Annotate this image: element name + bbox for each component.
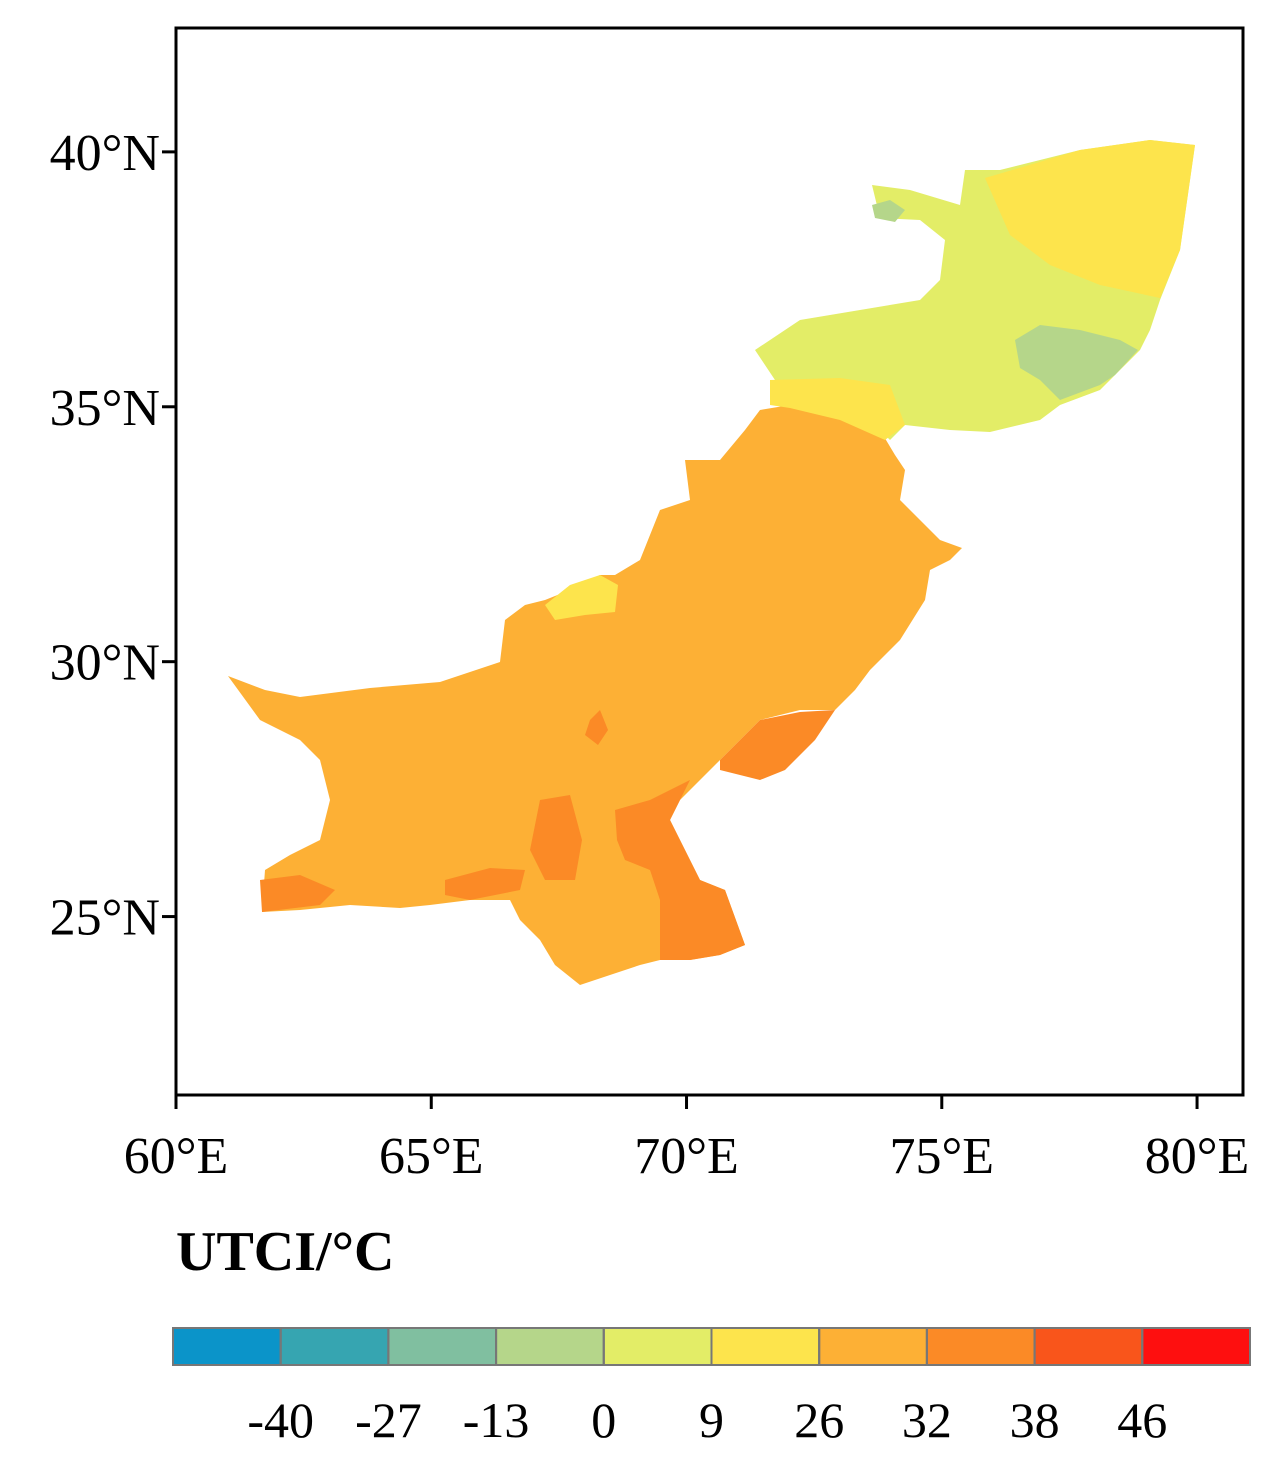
colorbar-bin: [172, 1327, 282, 1366]
y-tick-label: 25°N: [50, 890, 160, 947]
region: [585, 710, 608, 745]
colorbar-bin: [602, 1327, 713, 1366]
colorbar-tick-label: 0: [591, 1392, 616, 1448]
colorbar-tick-label: 32: [902, 1392, 952, 1448]
colorbar-tick-label: 46: [1117, 1392, 1167, 1448]
colorbar-bin: [279, 1327, 390, 1366]
colorbar-bin: [495, 1327, 605, 1366]
colorbar-bin: [710, 1327, 821, 1366]
x-tick-label: 60°E: [124, 1128, 229, 1185]
colorbar-tick-label: -40: [247, 1392, 314, 1448]
region: [545, 575, 618, 620]
region: [872, 200, 905, 222]
y-tick-label: 35°N: [50, 380, 160, 437]
region: [1015, 325, 1138, 400]
colorbar-tick-label: 26: [794, 1392, 844, 1448]
region: [530, 795, 582, 880]
colorbar-title: UTCI/°C: [176, 1221, 394, 1283]
colorbar-bin: [818, 1327, 928, 1366]
colorbar-bin: [387, 1327, 498, 1366]
x-tick-label: 70°E: [634, 1128, 739, 1185]
x-tick-label: 80°E: [1145, 1128, 1250, 1185]
colorbar-tick-label: 38: [1010, 1392, 1060, 1448]
region: [228, 405, 962, 985]
colorbar-bin: [1141, 1327, 1252, 1366]
x-tick-label: 65°E: [379, 1128, 484, 1185]
colorbar-tick-label: -13: [463, 1392, 530, 1448]
colorbar-tick-label: 9: [699, 1392, 724, 1448]
map-regions: [228, 140, 1195, 985]
region: [770, 378, 905, 440]
x-tick-label: 75°E: [890, 1128, 995, 1185]
y-tick-label: 40°N: [50, 125, 160, 182]
colorbar-bin: [1033, 1327, 1144, 1366]
region: [720, 710, 835, 780]
map-frame: [174, 26, 1245, 1097]
colorbar: -40 -27 -13 0 9 26 32 38 46: [172, 1327, 1252, 1448]
region: [445, 868, 525, 900]
region: [615, 780, 745, 960]
region: [985, 140, 1195, 298]
colorbar-bin: [925, 1327, 1036, 1366]
y-tick-label: 30°N: [50, 635, 160, 692]
region: [260, 875, 335, 912]
colorbar-tick-label: -27: [355, 1392, 422, 1448]
